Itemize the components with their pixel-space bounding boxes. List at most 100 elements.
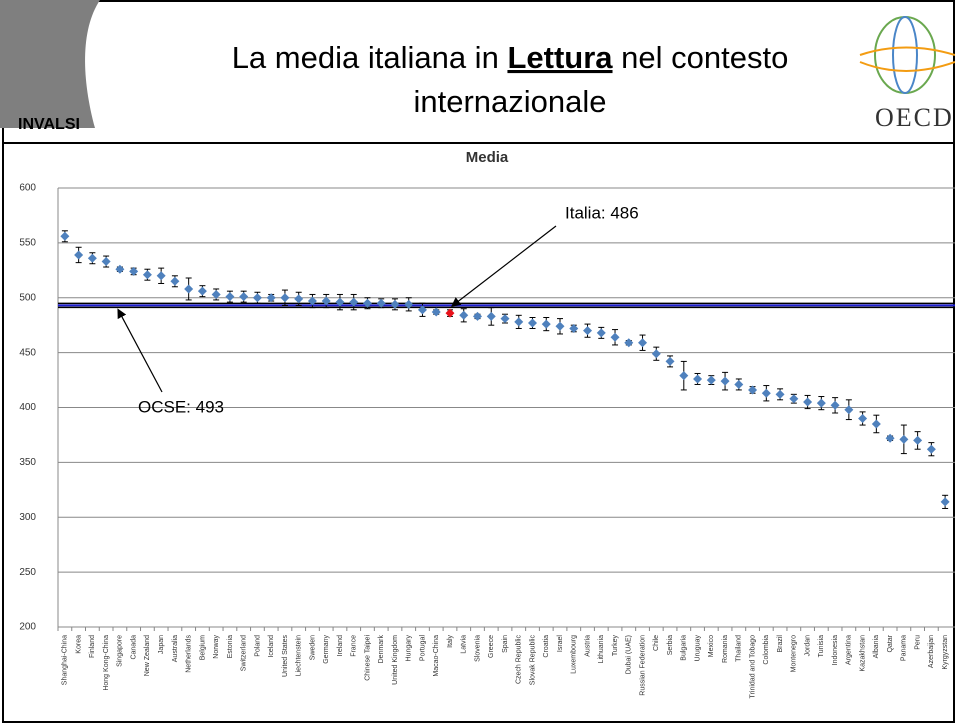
data-point bbox=[266, 293, 276, 303]
x-tick-label: Peru bbox=[914, 635, 921, 650]
data-point bbox=[390, 299, 400, 309]
data-point bbox=[789, 394, 799, 404]
x-tick-label: Finland bbox=[89, 635, 96, 658]
x-tick-label: Kazakhstan bbox=[859, 635, 866, 672]
x-tick-label: Lithuania bbox=[598, 635, 605, 664]
x-tick-label: Slovenia bbox=[474, 635, 481, 662]
x-tick-label: Hungary bbox=[406, 635, 413, 662]
slide-title-line1: La media italiana in Lettura nel contest… bbox=[232, 40, 789, 75]
data-point bbox=[541, 319, 551, 329]
data-point bbox=[624, 338, 634, 348]
data-point bbox=[569, 323, 579, 333]
data-point bbox=[706, 375, 716, 385]
x-tick-label: Greece bbox=[488, 635, 495, 658]
x-tick-label: Latvia bbox=[461, 635, 468, 654]
data-point bbox=[459, 310, 469, 320]
x-tick-label: Sweden bbox=[309, 635, 316, 660]
x-tick-label: Kyrgyzstan bbox=[942, 635, 949, 670]
data-point bbox=[858, 413, 868, 423]
data-point bbox=[514, 317, 524, 327]
data-point bbox=[239, 292, 249, 302]
x-tick-label: Albania bbox=[873, 635, 880, 658]
x-tick-label: Mexico bbox=[708, 635, 715, 657]
data-point bbox=[170, 276, 180, 286]
data-point bbox=[583, 326, 593, 336]
x-tick-label: Italy bbox=[447, 635, 454, 648]
x-tick-label: Romania bbox=[722, 635, 729, 663]
data-point bbox=[913, 435, 923, 445]
data-point bbox=[844, 405, 854, 415]
x-tick-label: Denmark bbox=[378, 635, 385, 664]
data-point bbox=[500, 314, 510, 324]
y-tick-label: 200 bbox=[19, 622, 36, 633]
chart-title: Media bbox=[466, 149, 509, 166]
y-tick-label: 550 bbox=[19, 238, 36, 249]
data-point bbox=[748, 385, 758, 395]
x-tick-label: United States bbox=[282, 635, 289, 678]
data-point bbox=[775, 389, 785, 399]
slide-title-line2: internazionale bbox=[413, 84, 606, 119]
data-point bbox=[431, 307, 441, 317]
data-point bbox=[638, 338, 648, 348]
data-point bbox=[211, 289, 221, 299]
annotation: OCSE: 493 bbox=[138, 397, 224, 416]
x-tick-label: France bbox=[351, 635, 358, 657]
data-point bbox=[610, 332, 620, 342]
data-point bbox=[555, 321, 565, 331]
data-point bbox=[665, 356, 675, 366]
data-point bbox=[184, 284, 194, 294]
data-point bbox=[362, 298, 372, 308]
data-point bbox=[417, 305, 427, 315]
x-tick-label: Chile bbox=[653, 635, 660, 651]
x-tick-label: Hong Kong-China bbox=[103, 635, 110, 691]
data-point bbox=[225, 292, 235, 302]
data-point bbox=[129, 266, 139, 276]
x-tick-label: Azerbaijan bbox=[928, 635, 935, 668]
data-point bbox=[926, 444, 936, 454]
data-point bbox=[816, 398, 826, 408]
x-tick-label: Japan bbox=[158, 635, 165, 654]
x-tick-label: Shanghai-China bbox=[62, 635, 69, 685]
x-tick-label: Qatar bbox=[887, 634, 894, 652]
x-tick-label: Uruguay bbox=[694, 635, 701, 662]
title-text: La media italiana in bbox=[232, 40, 499, 75]
data-point bbox=[74, 250, 84, 260]
x-tick-label: Colombia bbox=[763, 635, 770, 665]
annotation-arrow bbox=[451, 225, 557, 307]
x-tick-label: Estonia bbox=[227, 635, 234, 658]
data-point bbox=[404, 299, 414, 309]
data-point bbox=[830, 400, 840, 410]
x-tick-label: United Kingdom bbox=[392, 635, 399, 685]
data-point bbox=[142, 270, 152, 280]
data-point bbox=[335, 297, 345, 307]
data-point bbox=[734, 379, 744, 389]
x-tick-label: Korea bbox=[75, 635, 82, 654]
data-point bbox=[156, 271, 166, 281]
oecd-globe bbox=[859, 16, 955, 94]
x-tick-label: Argentina bbox=[846, 635, 853, 665]
annotation: Italia: 486 bbox=[565, 203, 639, 222]
x-tick-label: Tunisia bbox=[818, 635, 825, 657]
y-tick-label: 450 bbox=[19, 347, 36, 358]
x-tick-label: Indonesia bbox=[832, 635, 839, 665]
data-point bbox=[486, 311, 496, 321]
data-point bbox=[60, 231, 70, 241]
y-tick-label: 350 bbox=[19, 457, 36, 468]
data-point bbox=[376, 298, 386, 308]
data-point bbox=[679, 371, 689, 381]
data-point bbox=[321, 296, 331, 306]
data-point bbox=[115, 264, 125, 274]
data-point bbox=[693, 374, 703, 384]
data-point bbox=[349, 297, 359, 307]
x-tick-label: Singapore bbox=[117, 635, 124, 667]
data-point bbox=[197, 286, 207, 296]
y-tick-label: 500 bbox=[19, 292, 36, 303]
data-point bbox=[761, 388, 771, 398]
x-tick-label: Czech Republic bbox=[516, 635, 523, 685]
x-tick-label: Chinese Taipei bbox=[364, 635, 371, 681]
x-tick-label: Trinidad and Tobago bbox=[749, 635, 756, 699]
x-tick-label: New Zealand bbox=[144, 635, 151, 676]
data-point bbox=[899, 434, 909, 444]
x-tick-label: Netherlands bbox=[186, 635, 193, 673]
